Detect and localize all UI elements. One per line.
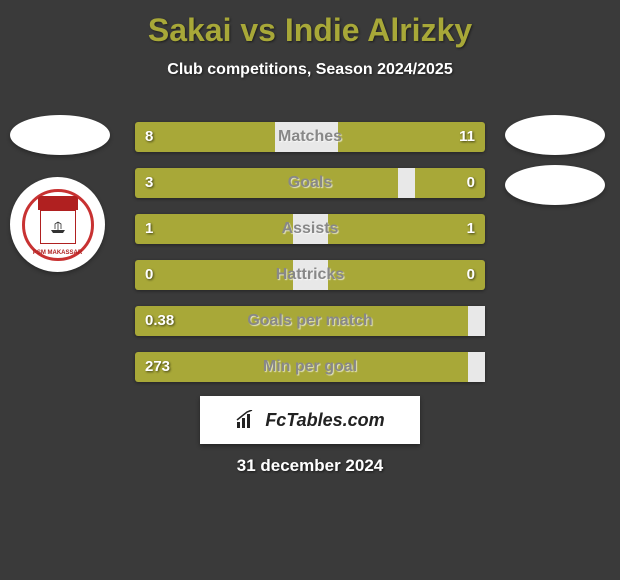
- stat-value-left: 273: [145, 352, 170, 382]
- chart-icon: [235, 410, 259, 430]
- logo-shield-icon: [40, 210, 76, 244]
- player-photo-placeholder-right: [505, 115, 605, 155]
- source-badge: FcTables.com: [200, 396, 420, 444]
- stat-label: Assists: [135, 214, 485, 244]
- stat-value-left: 8: [145, 122, 153, 152]
- stat-value-right: 11: [459, 122, 475, 152]
- logo-brick-icon: [38, 196, 78, 210]
- club-logo-inner: PSM MAKASSAR: [22, 189, 94, 261]
- right-player-column: [505, 115, 610, 205]
- page-title: Sakai vs Indie Alrizky: [0, 0, 620, 49]
- stat-value-right: 0: [467, 168, 475, 198]
- club-logo-placeholder-right: [505, 165, 605, 205]
- comparison-infographic: Sakai vs Indie Alrizky Club competitions…: [0, 0, 620, 580]
- player-photo-placeholder-left: [10, 115, 110, 155]
- date-label: 31 december 2024: [0, 456, 620, 476]
- left-player-column: PSM MAKASSAR: [10, 115, 115, 272]
- stat-value-right: 0: [467, 260, 475, 290]
- stat-value-left: 0.38: [145, 306, 174, 336]
- stat-row: Hattricks0 0: [135, 260, 485, 290]
- stat-value-left: 0: [145, 260, 153, 290]
- club-name-label: PSM MAKASSAR: [33, 250, 82, 256]
- stat-label: Matches: [135, 122, 485, 152]
- stat-row: Assists1 1: [135, 214, 485, 244]
- stat-row: Matches8 11: [135, 122, 485, 152]
- stat-value-left: 1: [145, 214, 153, 244]
- stat-label: Goals per match: [135, 306, 485, 336]
- stat-row: Goals3 0: [135, 168, 485, 198]
- page-subtitle: Club competitions, Season 2024/2025: [0, 61, 620, 79]
- stats-bars: Matches811Goals30Assists11Hattricks00Goa…: [135, 122, 485, 398]
- club-logo-left: PSM MAKASSAR: [10, 177, 105, 272]
- stat-label: Goals: [135, 168, 485, 198]
- stat-row: Goals per match0.38: [135, 306, 485, 336]
- stat-label: Hattricks: [135, 260, 485, 290]
- stat-row: Min per goal273: [135, 352, 485, 382]
- boat-icon: [49, 221, 67, 233]
- stat-value-right: 1: [467, 214, 475, 244]
- stat-value-left: 3: [145, 168, 153, 198]
- source-label: FcTables.com: [265, 410, 384, 431]
- stat-label: Min per goal: [135, 352, 485, 382]
